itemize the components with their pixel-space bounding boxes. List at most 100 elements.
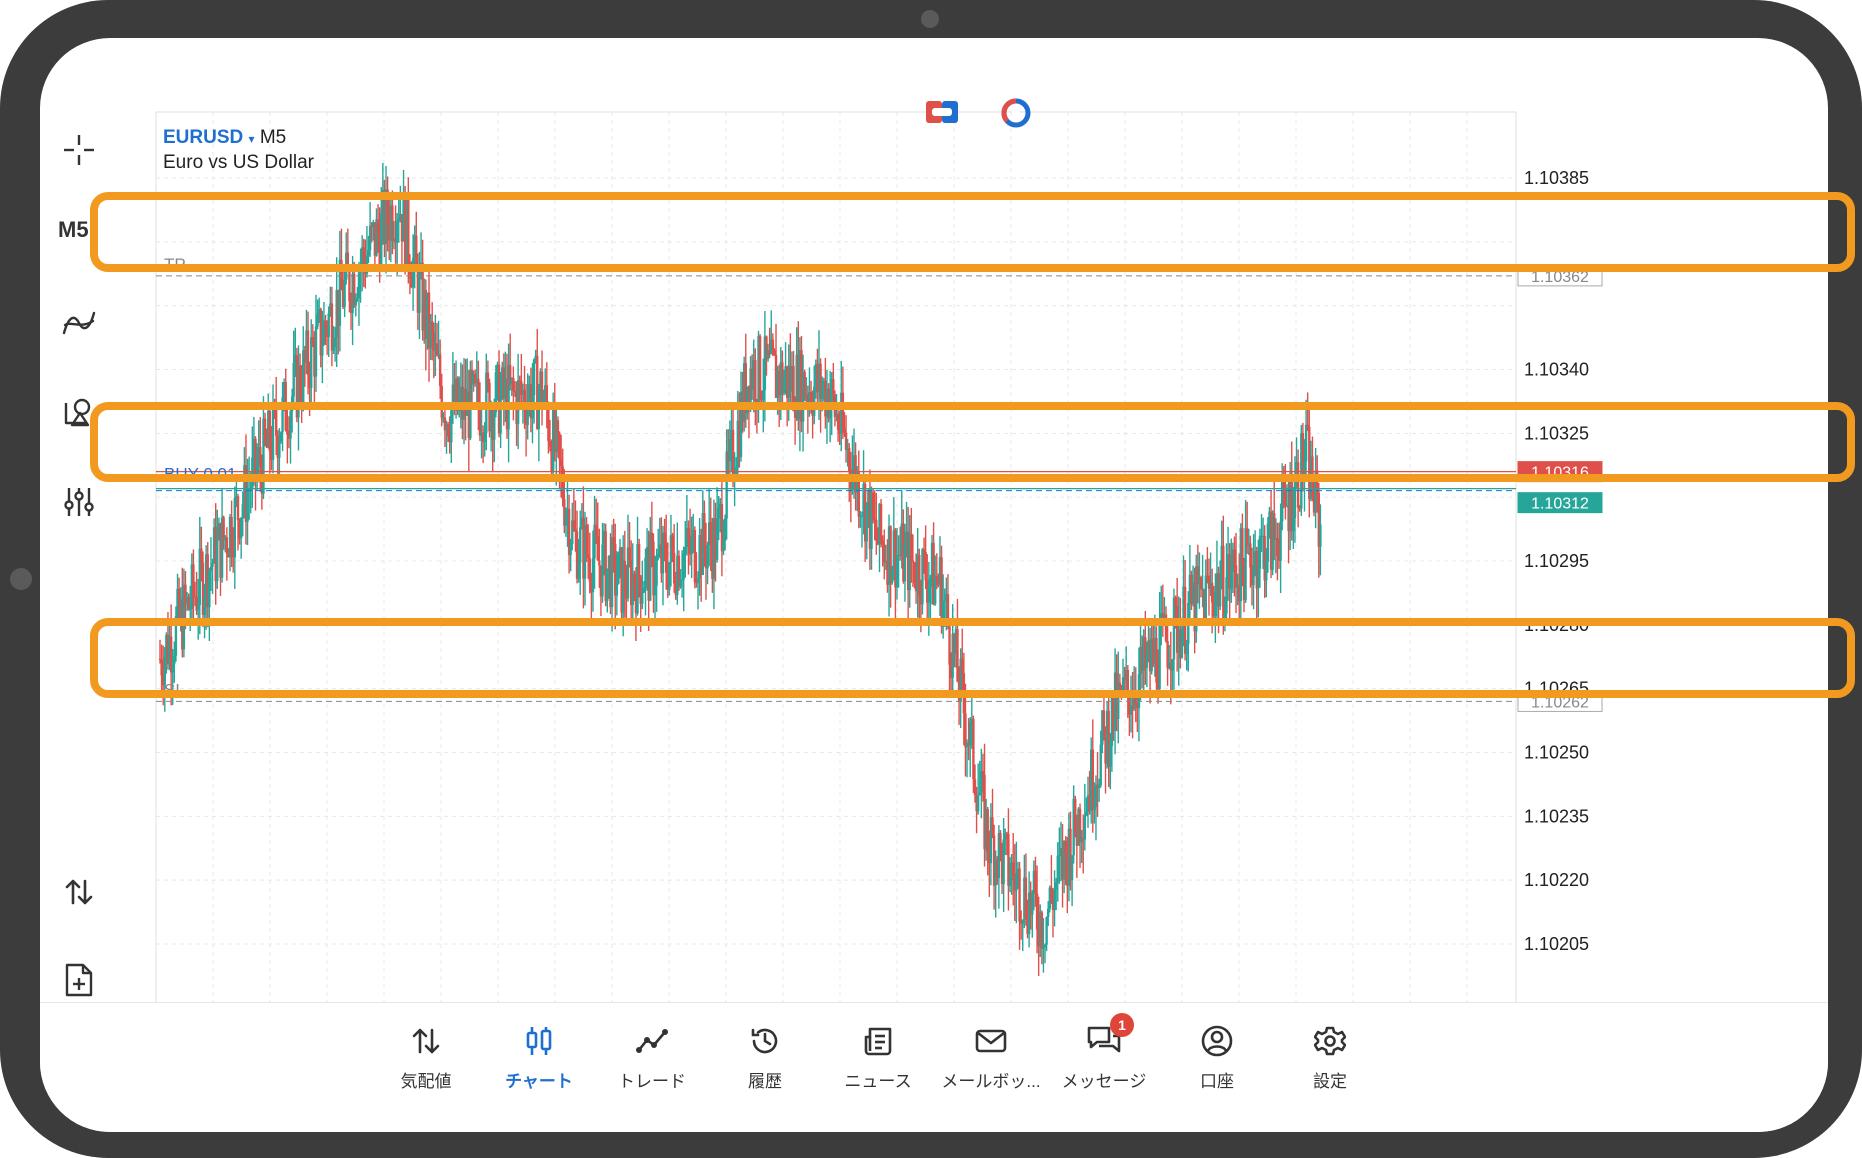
indicators-icon[interactable] — [48, 294, 110, 350]
candle-body — [1203, 588, 1206, 621]
candle-body — [749, 368, 752, 405]
candle-body — [846, 448, 849, 450]
nav-item-6[interactable]: メールボッ... — [935, 1019, 1047, 1092]
candle-body — [1145, 653, 1149, 668]
candle-body — [927, 586, 931, 603]
one-click-trading-icon[interactable] — [924, 97, 960, 127]
candle-body — [569, 543, 572, 556]
dropdown-marker[interactable]: ▾ — [248, 132, 255, 146]
price-tick-label: 1.10340 — [1524, 360, 1589, 380]
candle-body — [908, 533, 911, 591]
candle-body — [317, 309, 321, 315]
candle-body — [1064, 841, 1067, 854]
candle-body — [501, 367, 504, 394]
nav-item-9[interactable]: 設定 — [1274, 1019, 1386, 1092]
candle-body — [174, 615, 178, 656]
candle-body — [1301, 433, 1305, 480]
nav-item-4[interactable]: 履歴 — [709, 1019, 821, 1092]
candle-body — [633, 573, 636, 587]
chart-settings-icon[interactable] — [48, 474, 110, 530]
candle-body — [778, 370, 781, 396]
symbol-info[interactable]: EURUSD ▾ M5 Euro vs US Dollar — [163, 126, 314, 174]
candle-body — [848, 448, 851, 472]
candle-body — [244, 465, 248, 522]
candle-body — [403, 192, 407, 265]
candle-body — [583, 524, 587, 579]
candle-body — [612, 537, 615, 544]
candle-body — [728, 439, 732, 462]
objects-icon[interactable] — [48, 384, 110, 440]
candle-body — [571, 520, 574, 544]
candle-body — [1241, 528, 1244, 565]
candle-body — [945, 594, 948, 601]
candle-body — [910, 533, 913, 561]
symbol-code[interactable]: EURUSD — [163, 127, 244, 148]
candle-body — [1220, 545, 1223, 583]
candle-body — [1244, 527, 1247, 601]
nav-item-label: チャート — [505, 1072, 573, 1091]
candle-body — [1204, 575, 1207, 621]
candle-body — [1104, 727, 1107, 764]
nav-item-7[interactable]: 1 メッセージ — [1048, 1013, 1160, 1092]
candle-body — [1082, 837, 1085, 840]
candle-body — [940, 557, 943, 627]
candle-body — [397, 219, 400, 222]
candle-body — [563, 499, 566, 526]
candle-body — [711, 544, 714, 579]
candle-body — [709, 522, 712, 545]
price-tick-label: 1.10220 — [1524, 870, 1589, 890]
nav-item-3[interactable]: トレード — [596, 1019, 708, 1092]
candle-body — [230, 516, 233, 553]
candle-body — [986, 808, 989, 852]
candle-body — [905, 531, 908, 544]
candle-body — [830, 379, 833, 402]
candle-body — [212, 527, 216, 563]
candle-body — [1047, 908, 1050, 917]
candle-body — [618, 547, 622, 553]
candle-body — [475, 378, 478, 383]
candle-body — [1265, 561, 1268, 581]
nav-item-5[interactable]: ニュース — [822, 1019, 934, 1092]
candle-body — [217, 523, 221, 540]
candle-body — [766, 350, 770, 360]
candle-body — [596, 536, 599, 561]
news-icon — [822, 1019, 934, 1063]
new-order-icon[interactable] — [48, 952, 110, 1008]
candle-body — [1255, 551, 1258, 589]
candle-body — [1177, 629, 1180, 653]
candle-body — [310, 337, 313, 388]
candle-body — [1148, 640, 1152, 672]
candle-body — [964, 713, 967, 748]
candle-body — [1236, 584, 1239, 588]
candle-body — [1102, 710, 1106, 728]
candle-body — [685, 527, 689, 548]
nav-item-8[interactable]: 口座 — [1161, 1019, 1273, 1092]
candle-body — [1086, 795, 1090, 812]
candle-body — [275, 407, 278, 436]
candle-body — [765, 336, 768, 360]
trade-arrows-icon[interactable] — [48, 864, 110, 920]
candle-body — [1161, 613, 1165, 621]
candle-body — [1131, 705, 1134, 710]
candle-body — [246, 489, 249, 522]
candle-body — [402, 192, 405, 242]
candle-body — [1179, 629, 1182, 658]
candle-body — [868, 491, 872, 550]
nav-item-2[interactable]: チャート — [483, 1019, 595, 1092]
timeframe-button[interactable]: M5 — [58, 202, 102, 258]
candle-body — [698, 535, 701, 579]
crosshair-icon[interactable] — [48, 122, 110, 178]
candle-body — [526, 401, 529, 426]
candle-body — [451, 384, 455, 411]
candle-body — [423, 290, 426, 331]
candle-body — [340, 259, 343, 290]
candle-body — [271, 404, 275, 460]
candle-body — [224, 537, 227, 541]
candle-body — [1118, 682, 1122, 685]
signal-gauge-icon[interactable] — [998, 97, 1034, 128]
candle-body — [984, 808, 988, 850]
candle-body — [929, 577, 932, 587]
trade-line-icon — [596, 1019, 708, 1063]
nav-item-1[interactable]: 気配値 — [370, 1019, 482, 1092]
